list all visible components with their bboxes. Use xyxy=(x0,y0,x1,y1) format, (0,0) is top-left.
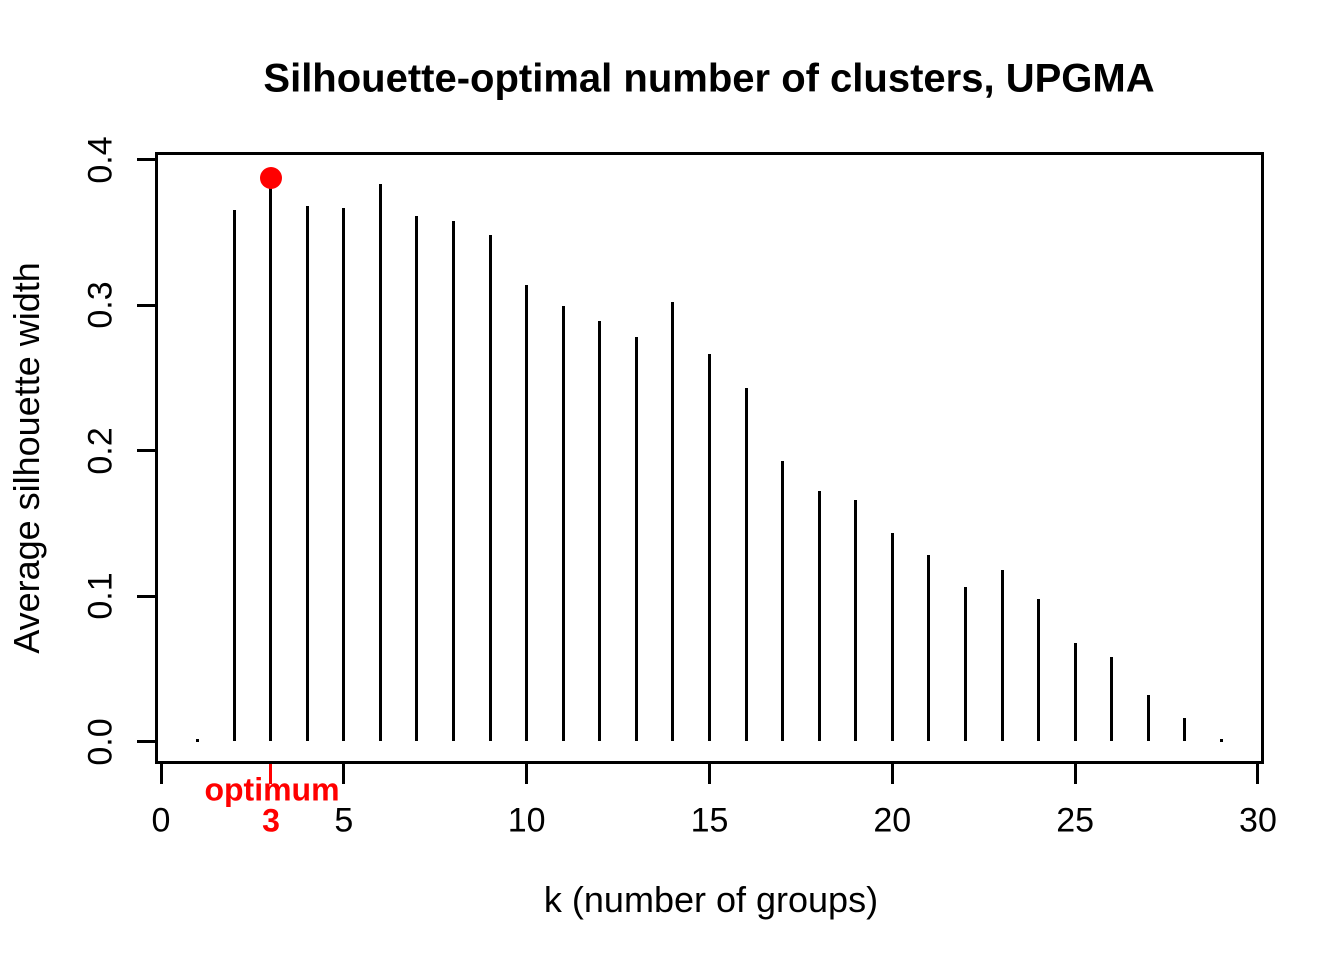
stem-k25 xyxy=(1073,642,1077,742)
y-tick-0.4 xyxy=(137,158,155,161)
stem-k24 xyxy=(1037,598,1041,742)
y-tick-0.3 xyxy=(137,303,155,307)
stem-k20 xyxy=(890,533,894,742)
optimum-axis-tick xyxy=(269,764,273,784)
stem-k6 xyxy=(378,184,382,742)
stem-k2 xyxy=(232,210,236,742)
y-tick-0.0 xyxy=(137,740,155,743)
stem-k14 xyxy=(671,302,675,742)
x-tick-label-20: 20 xyxy=(873,801,912,840)
x-tick-label-30: 30 xyxy=(1239,801,1277,840)
x-tick-0 xyxy=(159,764,163,784)
stem-k23 xyxy=(1000,569,1004,742)
y-tick-label-0.2: 0.2 xyxy=(81,426,120,475)
x-tick-20 xyxy=(890,764,894,784)
y-axis-title: Average silhouette width xyxy=(6,262,47,654)
stem-k12 xyxy=(598,321,602,742)
stem-k10 xyxy=(525,284,529,742)
optimum-tick-label: 3 xyxy=(262,802,280,839)
stem-k21 xyxy=(927,555,931,742)
optimum-label: optimum xyxy=(204,771,340,808)
x-tick-label-15: 15 xyxy=(690,801,729,840)
stem-k15 xyxy=(707,354,711,742)
x-tick-label-5: 5 xyxy=(334,801,354,840)
stem-k13 xyxy=(634,337,638,742)
optimum-marker xyxy=(259,167,282,190)
stem-k5 xyxy=(342,207,346,742)
x-tick-10 xyxy=(525,764,529,784)
x-tick-30 xyxy=(1256,764,1260,784)
y-tick-label-0.0: 0.0 xyxy=(81,717,120,766)
chart-title: Silhouette-optimal number of clusters, U… xyxy=(263,56,1155,101)
stem-k11 xyxy=(561,306,565,742)
stem-k4 xyxy=(305,206,309,742)
stem-k29 xyxy=(1219,739,1223,742)
x-tick-15 xyxy=(707,764,711,784)
x-tick-label-25: 25 xyxy=(1056,801,1095,840)
stem-k16 xyxy=(744,387,748,742)
x-tick-label-10: 10 xyxy=(507,801,546,840)
x-tick-5 xyxy=(342,764,346,784)
stem-k17 xyxy=(781,460,785,742)
stem-k3 xyxy=(269,178,273,742)
y-tick-0.1 xyxy=(137,594,155,598)
x-tick-25 xyxy=(1073,764,1077,784)
y-tick-label-0.1: 0.1 xyxy=(81,572,120,620)
stem-k7 xyxy=(415,216,419,742)
y-tick-0.2 xyxy=(137,449,155,452)
stem-k22 xyxy=(963,587,967,742)
stem-k18 xyxy=(817,491,821,742)
stem-k1 xyxy=(196,739,200,742)
stem-k19 xyxy=(854,499,858,742)
stem-k28 xyxy=(1183,718,1187,742)
y-tick-label-0.3: 0.3 xyxy=(81,281,120,329)
stem-k8 xyxy=(452,220,456,742)
x-axis-title: k (number of groups) xyxy=(543,879,879,920)
stem-k26 xyxy=(1110,657,1114,742)
y-tick-label-0.4: 0.4 xyxy=(81,135,120,184)
stem-k9 xyxy=(488,235,492,742)
stem-k27 xyxy=(1146,694,1150,742)
x-tick-label-0: 0 xyxy=(151,801,171,840)
